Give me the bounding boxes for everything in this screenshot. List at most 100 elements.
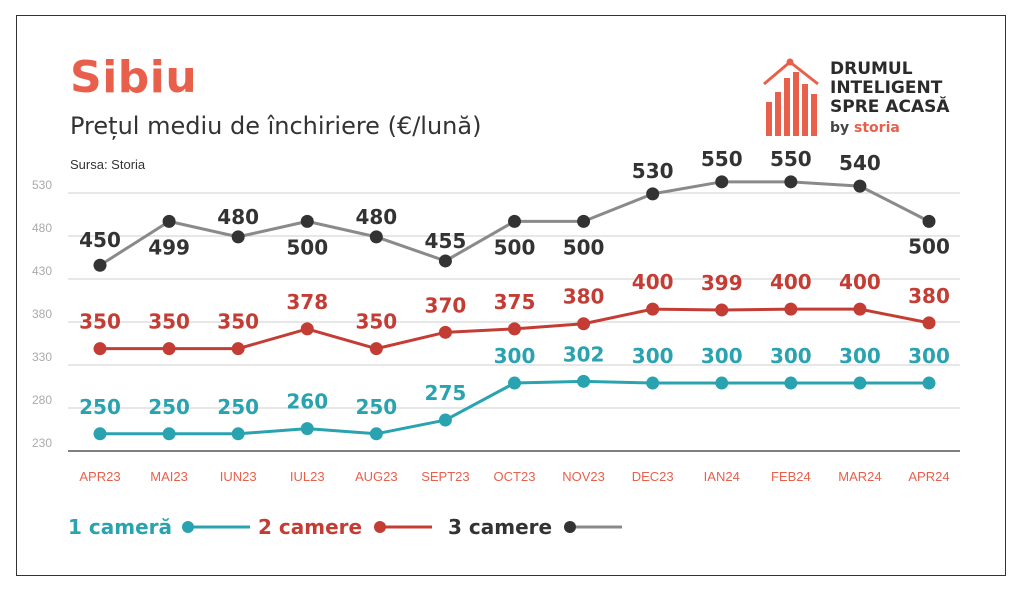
data-label-two-rooms: 350	[79, 310, 121, 334]
x-tick-label: MAI23	[150, 469, 188, 484]
data-label-three-rooms: 500	[908, 234, 950, 258]
data-label-one-room: 302	[563, 342, 605, 366]
x-tick-label: AUG23	[355, 469, 398, 484]
data-point-one-room	[231, 427, 245, 441]
chart-title-city: Sibiu	[70, 52, 198, 103]
y-tick-label: 430	[32, 264, 52, 278]
data-point-one-room	[853, 376, 867, 390]
data-point-two-rooms	[369, 342, 383, 356]
house-bars-icon	[763, 58, 819, 136]
data-label-three-rooms: 450	[79, 228, 121, 252]
data-point-three-rooms	[300, 214, 314, 228]
logo-brand: storia	[854, 120, 900, 136]
data-point-one-room	[784, 376, 798, 390]
x-tick-label: IUL23	[290, 469, 325, 484]
x-tick-label: NOV23	[562, 469, 605, 484]
x-tick-label: MAR24	[838, 469, 881, 484]
data-point-three-rooms	[646, 187, 660, 201]
data-point-two-rooms	[93, 342, 107, 356]
chart-frame	[16, 15, 1006, 576]
legend-item-three-rooms: 3 camere	[448, 512, 624, 542]
data-label-one-room: 250	[79, 395, 121, 419]
data-point-two-rooms	[853, 302, 867, 316]
data-point-two-rooms	[922, 316, 936, 330]
data-point-three-rooms	[853, 179, 867, 193]
x-tick-label: SEPT23	[421, 469, 469, 484]
data-point-two-rooms	[646, 302, 660, 316]
data-point-one-room	[922, 376, 936, 390]
data-label-two-rooms: 380	[908, 284, 950, 308]
data-label-two-rooms: 400	[632, 270, 674, 294]
data-label-three-rooms: 500	[563, 235, 605, 259]
data-label-two-rooms: 378	[286, 290, 328, 314]
x-tick-label: IUN23	[220, 469, 257, 484]
data-point-three-rooms	[715, 175, 729, 189]
data-point-two-rooms	[231, 342, 245, 356]
data-point-two-rooms	[162, 342, 176, 356]
logo-by-storia: by storia	[830, 120, 900, 136]
legend-marker-three-rooms	[564, 521, 623, 533]
x-tick-label: APR24	[908, 469, 949, 484]
legend-item-one-room: 1 cameră	[68, 512, 252, 542]
data-point-one-room	[369, 427, 383, 441]
legend-label-two-rooms: 2 camere	[258, 515, 363, 539]
logo-line-3: SPRE ACASĂ	[830, 97, 950, 117]
data-point-one-room	[300, 422, 314, 436]
data-label-two-rooms: 350	[217, 310, 259, 334]
legend-item-two-rooms: 2 camere	[258, 512, 434, 542]
data-label-one-room: 300	[839, 344, 881, 368]
legend-label-one-room: 1 cameră	[68, 515, 172, 539]
x-tick-label: OCT23	[494, 469, 536, 484]
x-tick-label: APR23	[79, 469, 120, 484]
data-label-two-rooms: 380	[563, 285, 605, 309]
data-label-two-rooms: 400	[839, 270, 881, 294]
y-tick-label: 530	[32, 178, 52, 192]
storia-logo: DRUMUL INTELIGENT SPRE ACASĂ by storia	[760, 56, 980, 140]
data-label-two-rooms: 350	[148, 310, 190, 334]
data-point-three-rooms	[162, 214, 176, 228]
data-point-two-rooms	[577, 317, 591, 331]
data-point-three-rooms	[369, 230, 383, 244]
data-point-one-room	[508, 376, 521, 390]
data-label-one-room: 300	[701, 344, 743, 368]
x-tick-label: IAN24	[704, 469, 740, 484]
x-tick-label: FEB24	[771, 469, 811, 484]
data-label-one-room: 275	[425, 381, 467, 405]
data-point-two-rooms	[300, 322, 314, 336]
y-tick-label: 280	[32, 393, 52, 407]
data-label-one-room: 250	[148, 395, 190, 419]
legend-label-three-rooms: 3 camere	[448, 515, 553, 539]
data-point-three-rooms	[577, 214, 591, 228]
data-label-three-rooms: 480	[217, 205, 259, 229]
data-label-three-rooms: 550	[770, 147, 812, 171]
data-label-one-room: 300	[770, 344, 812, 368]
y-tick-label: 330	[32, 350, 52, 364]
logo-by-label: by	[830, 120, 850, 136]
data-point-one-room	[93, 427, 107, 441]
data-point-three-rooms	[508, 214, 521, 228]
data-point-one-room	[577, 374, 591, 388]
logo-wordmark: DRUMUL INTELIGENT SPRE ACASĂ	[830, 60, 950, 117]
legend-marker-two-rooms	[374, 521, 433, 533]
data-point-two-rooms	[508, 322, 521, 336]
data-point-one-room	[162, 427, 176, 441]
data-label-three-rooms: 480	[355, 205, 397, 229]
data-label-three-rooms: 500	[286, 235, 328, 259]
data-label-one-room: 300	[632, 344, 674, 368]
legend-marker-one-room	[182, 521, 250, 533]
data-label-two-rooms: 399	[701, 271, 743, 295]
x-tick-label: DEC23	[632, 469, 674, 484]
data-point-one-room	[646, 376, 660, 390]
data-label-one-room: 300	[494, 344, 536, 368]
data-label-three-rooms: 540	[839, 151, 881, 175]
data-point-three-rooms	[784, 175, 798, 189]
data-label-three-rooms: 550	[701, 147, 743, 171]
y-tick-label: 480	[32, 221, 52, 235]
data-label-one-room: 250	[355, 395, 397, 419]
data-label-three-rooms: 499	[148, 235, 190, 259]
data-point-one-room	[438, 413, 452, 427]
data-point-three-rooms	[922, 214, 936, 228]
y-tick-label: 230	[32, 436, 52, 450]
data-label-three-rooms: 500	[494, 235, 536, 259]
